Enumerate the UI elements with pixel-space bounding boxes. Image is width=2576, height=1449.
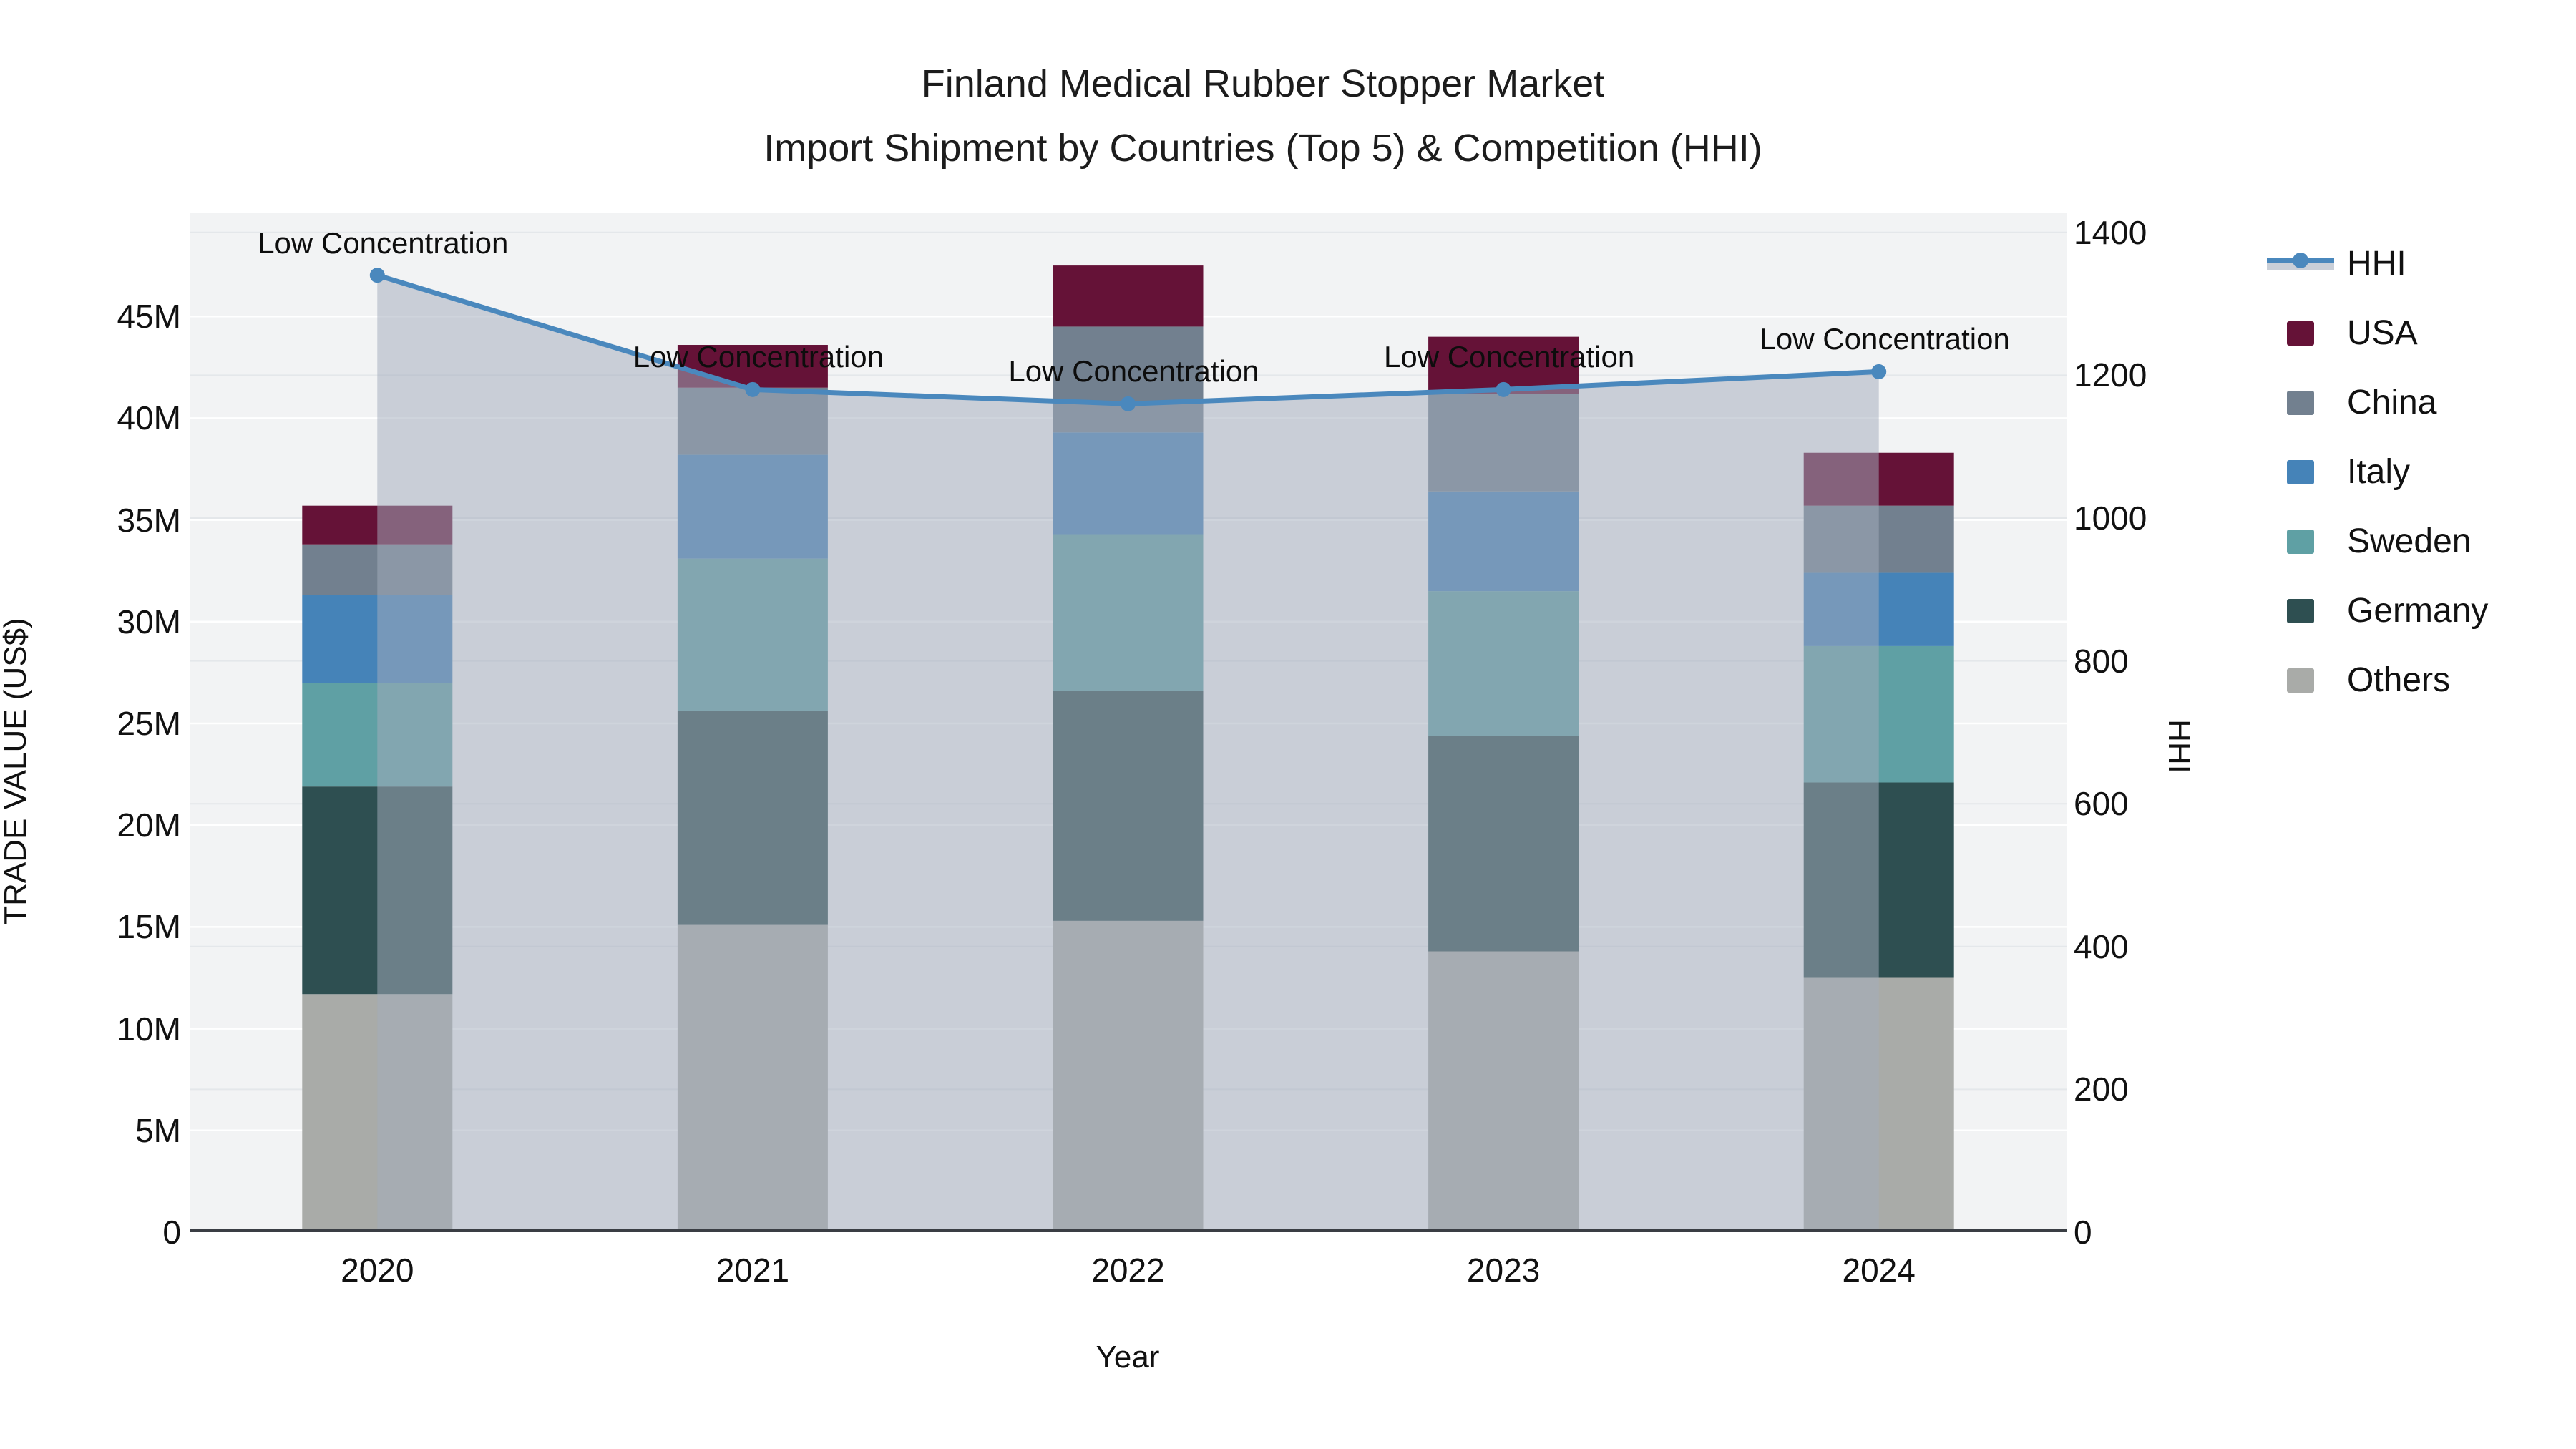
legend-swatch-others-icon xyxy=(2267,668,2334,693)
y-left-tick-15M: 15M xyxy=(117,908,181,946)
legend-label-china: China xyxy=(2347,384,2437,421)
hhi-marker-2023 xyxy=(1496,381,1511,397)
hhi-line-swatch-icon xyxy=(2267,252,2334,270)
y-right-tick-200: 200 xyxy=(2074,1070,2129,1108)
legend-swatch-sweden-icon xyxy=(2267,529,2334,554)
annotation-2024: Low Concentration xyxy=(1759,322,2010,356)
legend-swatch-china-icon xyxy=(2267,390,2334,415)
legend-label-germany: Germany xyxy=(2347,592,2489,630)
y-right-tick-400: 400 xyxy=(2074,927,2129,965)
y-right-tick-800: 800 xyxy=(2074,642,2129,680)
y-left-tick-45M: 45M xyxy=(117,298,181,336)
legend-color-china xyxy=(2287,390,2314,415)
chart-title-line2: Import Shipment by Countries (Top 5) & C… xyxy=(763,127,1762,170)
y-right-tick-1400: 1400 xyxy=(2074,213,2147,251)
hhi-marker-2022 xyxy=(1121,396,1136,411)
y-right-tick-1000: 1000 xyxy=(2074,499,2147,537)
legend-item-italy[interactable]: Italy xyxy=(2267,437,2488,507)
hhi-marker-2024 xyxy=(1871,364,1887,379)
legend-item-hhi[interactable]: HHI xyxy=(2267,229,2488,298)
y-axis-right-title: HHI xyxy=(2162,719,2197,774)
x-axis-title: Year xyxy=(1096,1340,1160,1375)
legend-label-others: Others xyxy=(2347,661,2451,699)
y-left-tick-40M: 40M xyxy=(117,399,181,437)
y-axis-left-title: TRADE VALUE (US$) xyxy=(0,618,33,925)
legend-color-others xyxy=(2287,668,2314,693)
legend-color-sweden xyxy=(2287,529,2314,554)
x-tick-2021: 2021 xyxy=(716,1252,790,1289)
y-left-tick-5M: 5M xyxy=(135,1111,181,1149)
legend-swatch-italy-icon xyxy=(2267,459,2334,484)
y-left-tick-35M: 35M xyxy=(117,501,181,539)
chart-svg xyxy=(190,231,2067,1232)
legend-item-others[interactable]: Others xyxy=(2267,645,2488,715)
legend-item-germany[interactable]: Germany xyxy=(2267,576,2488,645)
hhi-line-swatch-icon xyxy=(2267,248,2334,280)
x-tick-2023: 2023 xyxy=(1466,1252,1541,1289)
legend-color-germany xyxy=(2287,598,2314,623)
legend-color-italy xyxy=(2287,459,2314,484)
hhi-marker-2020 xyxy=(369,268,385,283)
y-left-tick-30M: 30M xyxy=(117,602,181,640)
annotation-2020: Low Concentration xyxy=(258,225,509,260)
y-right-tick-600: 600 xyxy=(2074,785,2129,823)
legend-swatch-usa-icon xyxy=(2267,321,2334,346)
legend-item-usa[interactable]: USA xyxy=(2267,298,2488,368)
y-left-tick-0: 0 xyxy=(162,1214,181,1251)
y-right-tick-0: 0 xyxy=(2074,1214,2092,1251)
x-tick-2022: 2022 xyxy=(1091,1252,1165,1289)
y-left-tick-10M: 10M xyxy=(117,1010,181,1048)
chart-title-line1: Finland Medical Rubber Stopper Market xyxy=(921,62,1605,105)
legend-label-italy: Italy xyxy=(2347,453,2411,491)
legend-item-china[interactable]: China xyxy=(2267,368,2488,437)
x-tick-2020: 2020 xyxy=(341,1252,414,1289)
legend-label-usa: USA xyxy=(2347,314,2418,352)
legend-item-sweden[interactable]: Sweden xyxy=(2267,507,2488,576)
hhi-marker-2021 xyxy=(745,381,761,397)
y-right-tick-1200: 1200 xyxy=(2074,356,2147,394)
legend-label-hhi: HHI xyxy=(2347,245,2406,283)
annotation-2023: Low Concentration xyxy=(1383,340,1635,374)
annotation-2021: Low Concentration xyxy=(633,340,884,374)
hhi-area-fill xyxy=(377,275,1879,1232)
legend-swatch-germany-icon xyxy=(2267,598,2334,623)
legend: HHI USA China Italy Sweden Germany Others xyxy=(2267,229,2488,715)
y-left-tick-25M: 25M xyxy=(117,705,181,742)
x-tick-2024: 2024 xyxy=(1842,1252,1916,1289)
y-left-tick-20M: 20M xyxy=(117,806,181,844)
plot-area xyxy=(190,213,2067,1232)
legend-color-usa xyxy=(2287,321,2314,346)
annotation-2022: Low Concentration xyxy=(1008,354,1259,389)
legend-label-sweden: Sweden xyxy=(2347,522,2472,560)
bar-segment-2022-usa xyxy=(1053,265,1204,327)
